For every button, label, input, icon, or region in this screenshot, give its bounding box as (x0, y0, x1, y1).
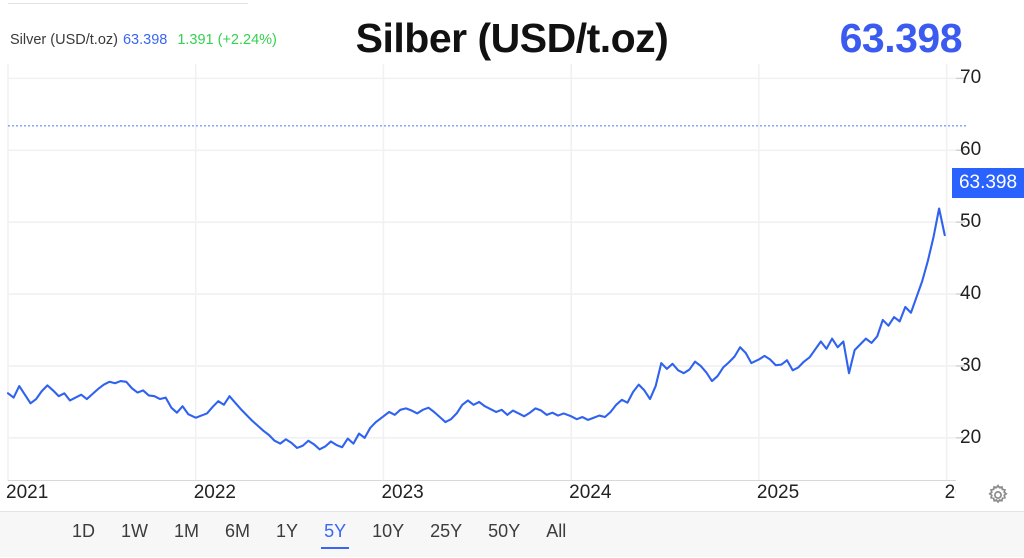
x-label-clip-mask (956, 482, 976, 510)
headline-price: 63.398 (839, 15, 963, 61)
legend-change-value: 1.391 (177, 32, 214, 48)
timeframe-toolbar: 1D 1W 1M 6M 1Y 5Y 10Y 25Y 50Y All (0, 511, 1024, 557)
y-axis-tick-marks (956, 77, 965, 439)
horizontal-gridlines (8, 77, 956, 439)
price-line-chart (6, 64, 966, 481)
timeframe-button-1d[interactable]: 1D (72, 521, 96, 541)
gear-icon[interactable] (986, 483, 1010, 507)
timeframe-button-all[interactable]: All (546, 521, 567, 541)
timeframe-button-25y[interactable]: 25Y (430, 521, 463, 541)
page-title: Silber (USD/t.oz) (355, 15, 669, 61)
price-line-series (6, 207, 946, 451)
chart-header: Silver (USD/t.oz) 63.398 1.391 (+2.24%) Sil… (0, 12, 1024, 64)
legend-last-price: 63.398 (122, 32, 168, 48)
x-axis-tick-label: 2023 (381, 482, 424, 503)
x-axis-tick-label: 2021 (6, 482, 49, 503)
plot-area: 63.398 (0, 64, 1024, 481)
timeframe-button-50y[interactable]: 50Y (488, 521, 521, 541)
timeframe-button-1w[interactable]: 1W (121, 521, 149, 541)
timeframe-button-5y[interactable]: 5Y (321, 521, 350, 549)
x-axis-tick-label: 2025 (756, 482, 800, 503)
legend-change-percent: (+2.24%) (217, 32, 277, 48)
legend-series-name: Silver (USD/t.oz) (10, 32, 118, 48)
timeframe-button-1m[interactable]: 1M (174, 521, 200, 541)
chart-legend: Silver (USD/t.oz) 63.398 1.391 (+2.24%) (10, 32, 277, 49)
vertical-gridlines (7, 64, 948, 481)
timeframe-button-group: 1D 1W 1M 6M 1Y 5Y 10Y 25Y 50Y All (72, 512, 566, 558)
timeframe-button-1y[interactable]: 1Y (276, 521, 299, 541)
x-axis-line (8, 480, 956, 481)
x-axis-tick-label: 2024 (569, 482, 612, 503)
x-axis-tick-label: 2022 (193, 482, 236, 503)
timeframe-button-6m[interactable]: 6M (225, 521, 251, 541)
timeframe-button-10y[interactable]: 10Y (372, 521, 405, 541)
x-axis-labels: 20212022202320242025202 (0, 482, 1024, 510)
current-price-badge[interactable]: 63.398 (952, 168, 1024, 198)
top-divider (8, 3, 248, 4)
